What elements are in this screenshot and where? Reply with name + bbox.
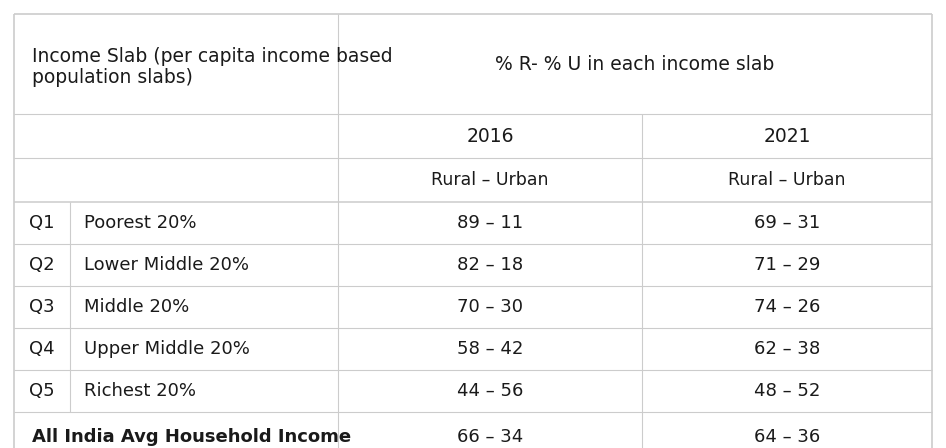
Text: 69 – 31: 69 – 31 (754, 214, 820, 232)
Text: Q1: Q1 (29, 214, 55, 232)
Text: 66 – 34: 66 – 34 (457, 428, 523, 446)
Text: Lower Middle 20%: Lower Middle 20% (84, 256, 249, 274)
Text: Income Slab (per capita income based: Income Slab (per capita income based (32, 47, 393, 66)
Text: Richest 20%: Richest 20% (84, 382, 196, 400)
Text: 58 – 42: 58 – 42 (457, 340, 523, 358)
Text: 71 – 29: 71 – 29 (754, 256, 820, 274)
Text: 64 – 36: 64 – 36 (754, 428, 820, 446)
Text: Rural – Urban: Rural – Urban (431, 171, 549, 189)
Text: population slabs): population slabs) (32, 68, 193, 86)
Text: Rural – Urban: Rural – Urban (728, 171, 846, 189)
Text: Poorest 20%: Poorest 20% (84, 214, 197, 232)
Text: 70 – 30: 70 – 30 (457, 298, 523, 316)
Text: 74 – 26: 74 – 26 (754, 298, 820, 316)
Text: All India Avg Household Income: All India Avg Household Income (32, 428, 351, 446)
Text: 2021: 2021 (763, 126, 811, 146)
Text: Q5: Q5 (29, 382, 55, 400)
Text: Q4: Q4 (29, 340, 55, 358)
Text: Q2: Q2 (29, 256, 55, 274)
Text: 44 – 56: 44 – 56 (457, 382, 523, 400)
Text: 48 – 52: 48 – 52 (754, 382, 820, 400)
Text: 82 – 18: 82 – 18 (457, 256, 523, 274)
Text: % R- % U in each income slab: % R- % U in each income slab (496, 55, 775, 73)
Text: Middle 20%: Middle 20% (84, 298, 189, 316)
Text: Q3: Q3 (29, 298, 55, 316)
Text: 2016: 2016 (466, 126, 514, 146)
Text: Upper Middle 20%: Upper Middle 20% (84, 340, 250, 358)
Text: 62 – 38: 62 – 38 (754, 340, 820, 358)
Text: 89 – 11: 89 – 11 (457, 214, 523, 232)
